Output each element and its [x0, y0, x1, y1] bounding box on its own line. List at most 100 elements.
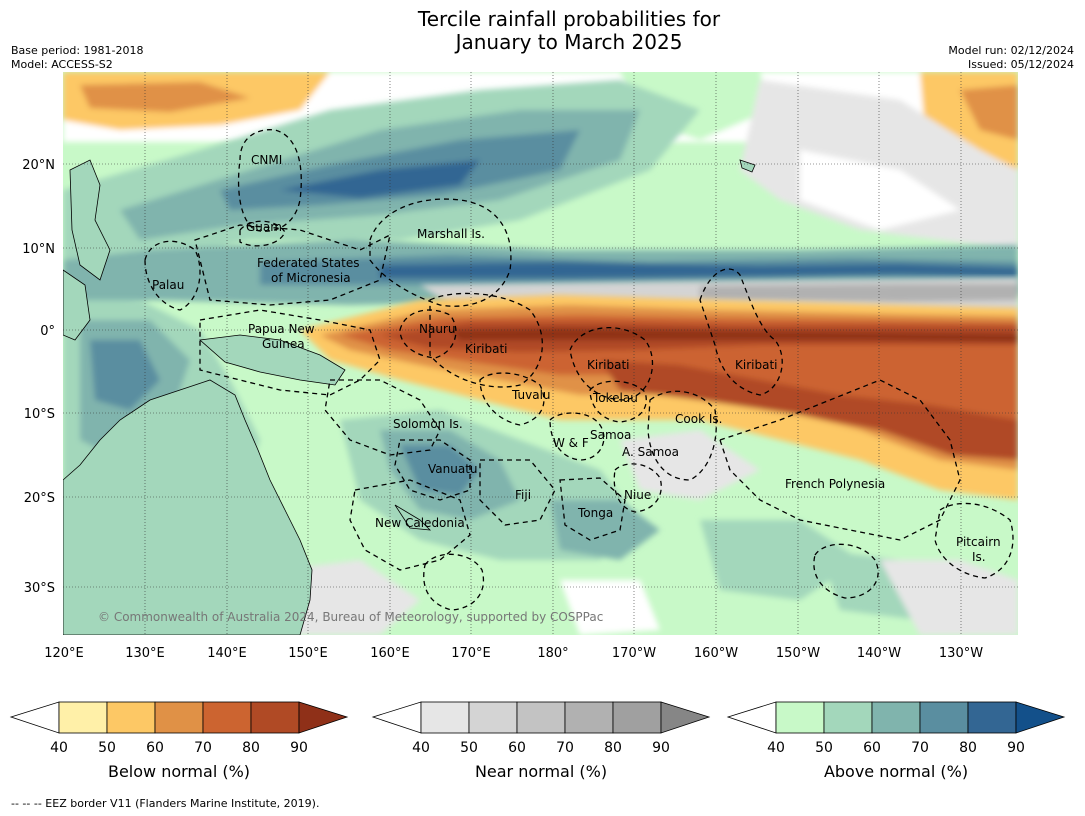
eez-niue	[613, 463, 662, 513]
cbar-above-label: Above normal (%)	[824, 762, 968, 781]
eez-tokelau	[589, 380, 647, 423]
cbar-above-swatch-4	[967, 701, 1017, 734]
lon-150w: 150°W	[776, 646, 820, 661]
cbar-below-tick-80: 80	[242, 740, 260, 756]
longitude-labels: 120°E 130°E 140°E 150°E 160°E 170°E 180°…	[44, 646, 983, 661]
cbar-below-tick-50: 50	[98, 740, 116, 756]
colorbar-near-normal: 40 50 60 70 80 90 Near normal (%)	[371, 701, 711, 781]
eez-nauru	[399, 309, 457, 359]
model-name: Model: ACCESS-S2	[11, 58, 113, 71]
meta-right: Model run: 02/12/2024 Issued: 05/12/2024	[948, 44, 1074, 72]
label-png-2: Guinea	[262, 337, 305, 351]
label-fsm-2: of Micronesia	[271, 271, 351, 285]
cbar-below-label: Below normal (%)	[108, 762, 250, 781]
cbar-near-tick-90: 90	[652, 740, 670, 756]
eez-cook	[647, 390, 717, 481]
lat-10s: 10°S	[24, 407, 55, 422]
eez-tonga	[559, 477, 626, 541]
title-line-1: Tercile rainfall probabilities for	[417, 7, 721, 31]
cbar-near-swatch-2	[516, 701, 566, 734]
label-pitcairn-2: Is.	[972, 550, 986, 564]
cbar-below-swatch-0	[58, 701, 108, 734]
eez-borders	[144, 129, 1014, 611]
borneo-coast	[63, 269, 91, 341]
meta-left: Base period: 1981-2018 Model: ACCESS-S2	[11, 44, 143, 72]
cbar-above-swatch-1	[823, 701, 873, 734]
copyright-notice: © Commonwealth of Australia 2024, Bureau…	[98, 610, 603, 624]
label-kiribati-phoenix: Kiribati	[587, 358, 629, 372]
cbar-near-swatch-0	[420, 701, 470, 734]
cbar-below-tick-60: 60	[146, 740, 164, 756]
base-period: Base period: 1981-2018	[11, 44, 144, 57]
cbar-above-tick-80: 80	[959, 740, 977, 756]
land-outlines	[63, 159, 756, 635]
label-tuvalu: Tuvalu	[511, 388, 551, 402]
label-wf: W & F	[553, 436, 589, 450]
label-french-polynesia: French Polynesia	[785, 477, 885, 491]
philippines-coast	[69, 159, 111, 281]
eez-french-polynesia	[719, 379, 961, 541]
lon-150e: 150°E	[288, 646, 328, 661]
lat-20s: 20°S	[24, 491, 55, 506]
eez-guam	[239, 220, 286, 247]
lat-30s: 30°S	[24, 581, 55, 596]
cbar-near-tick-40: 40	[412, 740, 430, 756]
eez-png	[199, 309, 381, 396]
lon-120e: 120°E	[44, 646, 84, 661]
label-samoa: Samoa	[590, 428, 631, 442]
new-guinea-coast	[199, 334, 346, 386]
label-palau: Palau	[152, 278, 184, 292]
equatorial-dry-band	[300, 295, 1018, 500]
cbar-above-swatch-0	[775, 701, 825, 734]
label-nauru: Nauru	[419, 322, 455, 336]
region-labels: CNMI Guam Marshall Is. Palau Federated S…	[152, 153, 1001, 564]
label-marshall: Marshall Is.	[417, 227, 485, 241]
cbar-below-over	[298, 701, 349, 734]
cbar-above-tick-60: 60	[863, 740, 881, 756]
lon-130w: 130°W	[939, 646, 983, 661]
cbar-near-swatch-4	[612, 701, 662, 734]
new-caledonia-coast	[394, 504, 432, 531]
issued-date: Issued: 05/12/2024	[967, 58, 1074, 71]
eez-palau	[144, 240, 201, 311]
label-tokelau: Tokelau	[592, 391, 638, 405]
label-solomon: Solomon Is.	[393, 417, 463, 431]
label-vanuatu: Vanuatu	[428, 462, 478, 476]
lat-20n: 20°N	[22, 158, 55, 173]
australia-coast	[63, 379, 313, 635]
cbar-above-tick-50: 50	[815, 740, 833, 756]
north-wet-band	[63, 80, 1018, 320]
cbar-near-tick-60: 60	[508, 740, 526, 756]
label-guam: Guam	[246, 220, 282, 234]
cbar-below-swatch-2	[154, 701, 204, 734]
cbar-above-over	[1015, 701, 1066, 734]
label-fiji: Fiji	[515, 488, 531, 502]
eez-solomon	[324, 379, 441, 456]
cbar-above-tick-40: 40	[767, 740, 785, 756]
cbar-near-swatch-1	[468, 701, 518, 734]
eez-kiribati-gilbert	[429, 292, 543, 388]
eez-fsm	[194, 224, 391, 306]
label-cnmi: CNMI	[251, 153, 282, 167]
cbar-below-swatch-4	[250, 701, 300, 734]
lat-10n: 10°N	[22, 242, 55, 257]
cbar-above-swatch-3	[919, 701, 969, 734]
eez-new-caledonia	[349, 479, 471, 571]
label-cook: Cook Is.	[675, 412, 722, 426]
cbar-below-tick-70: 70	[194, 740, 212, 756]
cbar-near-swatch-3	[564, 701, 614, 734]
label-kiribati-gilbert: Kiribati	[465, 342, 507, 356]
label-png-1: Papua New	[248, 322, 315, 336]
lon-140w: 140°W	[857, 646, 901, 661]
eez-tuvalu	[479, 372, 545, 426]
eez-kiribati-phoenix	[569, 327, 654, 401]
map-title: Tercile rainfall probabilities for Janua…	[0, 8, 1085, 54]
eez-vanuatu	[394, 439, 471, 501]
colorbar-below-normal: 40 50 60 70 80 90 Below normal (%)	[9, 701, 349, 781]
cbar-near-tick-80: 80	[604, 740, 622, 756]
label-fsm-1: Federated States	[257, 256, 359, 270]
cbar-above-tick-90: 90	[1007, 740, 1025, 756]
cbar-below-swatch-3	[202, 701, 252, 734]
cbar-near-over	[660, 701, 711, 734]
cbar-near-tick-70: 70	[556, 740, 574, 756]
